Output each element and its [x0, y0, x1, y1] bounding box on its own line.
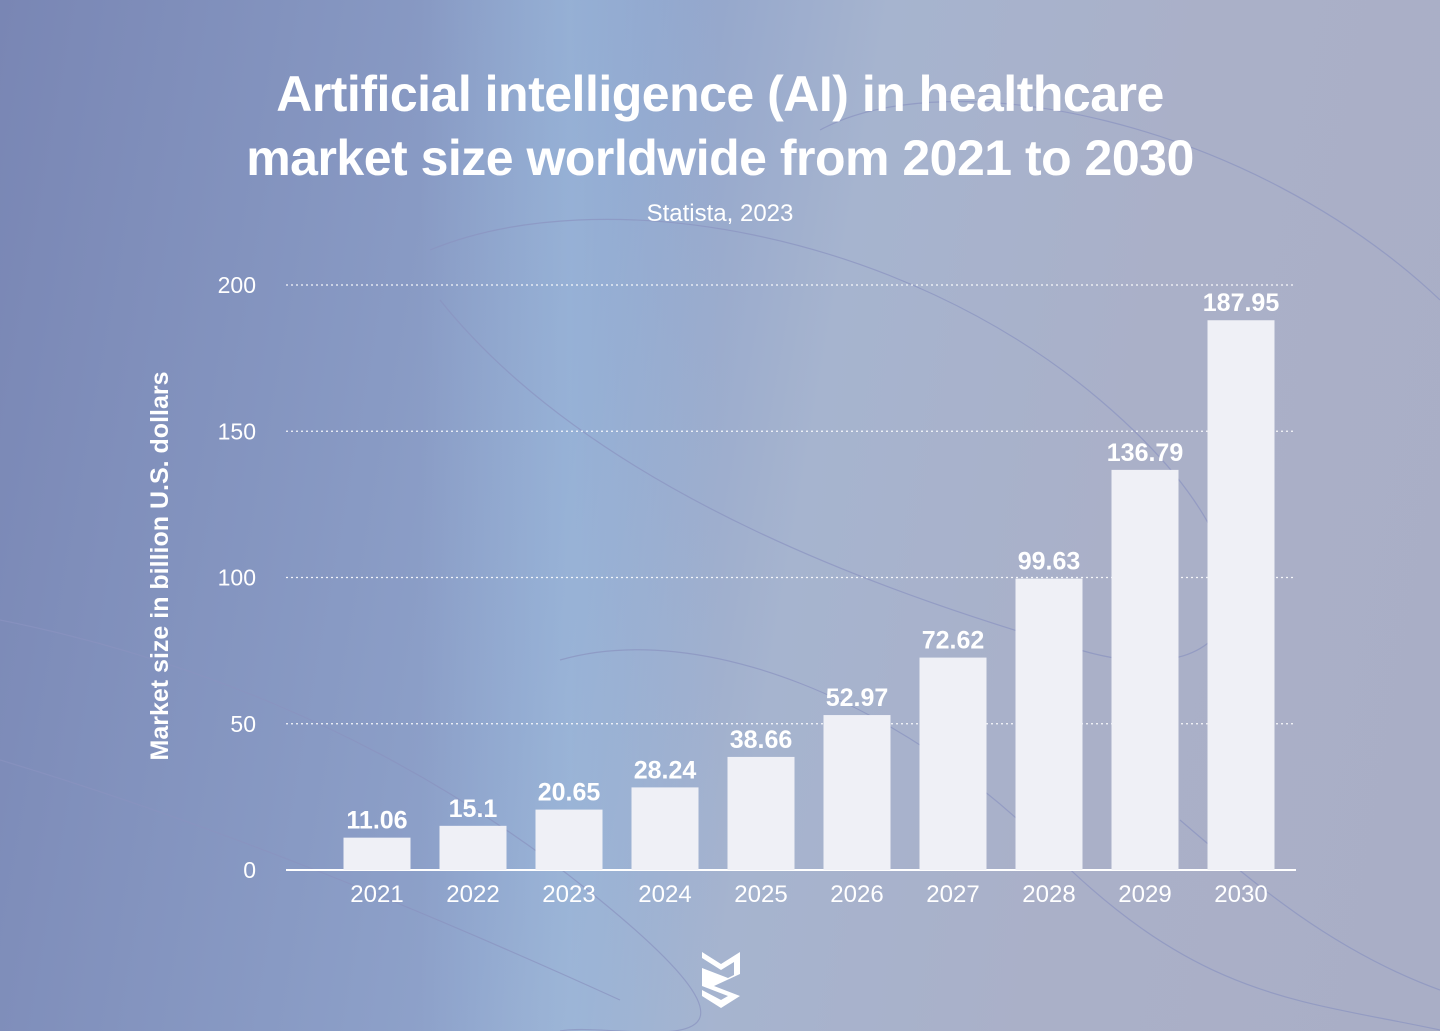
- bar-value-label: 15.1: [449, 795, 498, 823]
- bar-value-label: 187.95: [1203, 289, 1280, 317]
- y-tick-label: 0: [243, 857, 256, 883]
- chart-title-line-2: market size worldwide from 2021 to 2030: [246, 130, 1194, 186]
- y-tick-label: 150: [218, 418, 256, 444]
- bar-value-label: 99.63: [1018, 548, 1081, 576]
- x-tick-label: 2023: [542, 881, 595, 908]
- bar: [1015, 578, 1083, 870]
- y-tick-label: 100: [218, 565, 256, 591]
- bar-value-label: 11.06: [346, 807, 407, 835]
- bar: [823, 715, 891, 870]
- x-tick-label: 2022: [446, 881, 499, 908]
- bar: [1111, 469, 1179, 870]
- x-tick-label: 2021: [350, 881, 403, 908]
- y-tick-label: 50: [230, 711, 256, 737]
- bar-value-label: 38.66: [730, 726, 793, 754]
- x-tick-label: 2026: [830, 881, 883, 908]
- x-tick-label: 2029: [1118, 881, 1171, 908]
- x-tick-label: 2030: [1214, 881, 1267, 908]
- bar-value-label: 52.97: [826, 684, 889, 712]
- brand-logo-icon: [702, 952, 740, 1008]
- bar-value-label: 20.65: [538, 779, 601, 807]
- x-tick-label: 2025: [734, 881, 787, 908]
- bar: [919, 657, 987, 870]
- bar: [1207, 320, 1275, 871]
- x-tick-label: 2028: [1022, 881, 1075, 908]
- y-axis-title: Market size in billion U.S. dollars: [146, 372, 174, 761]
- y-tick-label: 200: [218, 272, 256, 298]
- bar-value-label: 136.79: [1107, 439, 1183, 467]
- chart-title-line-1: Artificial intelligence (AI) in healthca…: [276, 66, 1164, 122]
- bar: [439, 825, 507, 870]
- bar: [535, 809, 603, 870]
- chart-subtitle: Statista, 2023: [646, 200, 794, 227]
- bar-value-label: 28.24: [634, 756, 697, 784]
- x-tick-label: 2027: [926, 881, 979, 908]
- bar: [343, 837, 411, 870]
- bar: [631, 787, 699, 870]
- bar: [727, 756, 795, 870]
- bar-value-label: 72.62: [922, 627, 985, 655]
- x-tick-label: 2024: [638, 881, 691, 908]
- chart-title: Artificial intelligence (AI) in healthca…: [0, 62, 1440, 190]
